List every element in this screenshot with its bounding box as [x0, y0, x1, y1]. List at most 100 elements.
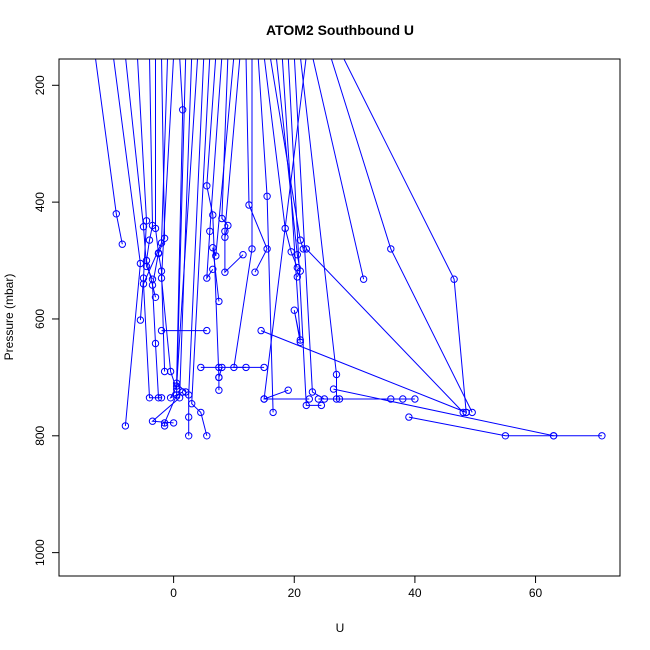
- data-point: [148, 417, 157, 425]
- data-point: [215, 297, 223, 306]
- x-tick-label: 60: [529, 586, 543, 600]
- data-point: [501, 432, 510, 440]
- data-point: [314, 395, 323, 403]
- y-tick-label: 400: [33, 192, 47, 212]
- data-point: [151, 224, 160, 233]
- data-point: [169, 419, 178, 427]
- series-line-13: [169, 59, 199, 399]
- series-line-15: [191, 59, 211, 436]
- data-point: [166, 394, 175, 402]
- data-point: [212, 252, 220, 260]
- data-point: [230, 363, 238, 372]
- data-point: [172, 382, 181, 390]
- x-tick-label: 20: [288, 586, 302, 600]
- data-point: [215, 363, 223, 372]
- y-tick-label: 600: [33, 309, 47, 329]
- data-point: [157, 239, 166, 247]
- data-point: [218, 363, 226, 372]
- data-point: [224, 221, 232, 230]
- series-line-28: [287, 59, 322, 406]
- series-line-5: [145, 59, 156, 298]
- data-point: [145, 394, 154, 402]
- series-line-1: [95, 59, 123, 245]
- data-point: [293, 251, 301, 259]
- data-point: [302, 245, 310, 253]
- data-point: [260, 363, 268, 372]
- series-line-2: [113, 59, 141, 426]
- data-point: [203, 182, 211, 190]
- data-point: [257, 326, 265, 335]
- data-point: [185, 432, 193, 440]
- data-point: [157, 326, 166, 335]
- series-line-18: [221, 59, 229, 238]
- data-point: [248, 245, 256, 253]
- series-line-29: [293, 59, 340, 400]
- data-point: [151, 293, 160, 301]
- data-point: [157, 274, 166, 282]
- data-point: [185, 413, 193, 421]
- series-line-12: [151, 59, 193, 424]
- series-line-11: [164, 59, 187, 426]
- series-line-4: [137, 59, 148, 321]
- series-line-27: [281, 59, 301, 343]
- data-point: [179, 106, 187, 114]
- data-point: [332, 395, 341, 403]
- plot-frame: [58, 58, 621, 577]
- data-point: [209, 211, 217, 219]
- data-point: [245, 201, 253, 209]
- data-point: [142, 262, 151, 271]
- data-point: [308, 388, 317, 396]
- data-point: [166, 367, 175, 376]
- series-line-21: [245, 59, 268, 273]
- data-point: [296, 236, 304, 244]
- data-point: [197, 363, 205, 372]
- data-point: [263, 245, 271, 253]
- y-tick-label: 200: [33, 75, 47, 95]
- series-line-33: [330, 59, 473, 413]
- series-line-6: [151, 59, 160, 398]
- data-point: [197, 408, 205, 417]
- data-point: [242, 363, 250, 372]
- series-line-24: [263, 59, 298, 268]
- data-point: [302, 401, 310, 410]
- series-lines: [95, 59, 602, 437]
- series-line-41: [408, 416, 602, 437]
- series-line-19: [212, 59, 235, 302]
- chart-title: ATOM2 Southbound U: [266, 22, 414, 38]
- data-point: [329, 385, 338, 393]
- data-point: [172, 379, 181, 387]
- data-point: [221, 233, 229, 241]
- data-point: [387, 245, 395, 253]
- data-point: [151, 339, 160, 348]
- data-point: [139, 274, 148, 282]
- data-point: [281, 224, 289, 233]
- series-line-17: [206, 59, 223, 280]
- data-point: [260, 395, 268, 403]
- data-point: [405, 413, 413, 421]
- series-line-32: [312, 59, 365, 280]
- x-tick-label: 0: [170, 586, 177, 600]
- data-point: [598, 432, 606, 440]
- data-point: [263, 192, 271, 201]
- series-line-26: [276, 59, 301, 278]
- data-point: [359, 275, 368, 283]
- y-axis: 200 400 600 800 1000: [33, 75, 59, 566]
- series-line-22: [233, 59, 253, 368]
- data-point: [450, 275, 458, 283]
- data-point: [175, 394, 184, 402]
- data-point: [157, 267, 166, 275]
- data-point: [209, 265, 217, 273]
- data-point: [203, 326, 211, 335]
- x-axis: 0 20 40 60: [170, 576, 543, 600]
- x-tick-label: 40: [408, 586, 422, 600]
- data-point: [188, 400, 196, 408]
- data-point: [154, 249, 163, 258]
- series-line-7: [157, 59, 166, 372]
- series-line-8: [142, 59, 169, 399]
- data-point: [218, 214, 226, 223]
- series-line-20: [224, 59, 244, 274]
- data-point: [221, 268, 229, 276]
- data-point: [239, 251, 247, 259]
- data-point: [139, 280, 148, 288]
